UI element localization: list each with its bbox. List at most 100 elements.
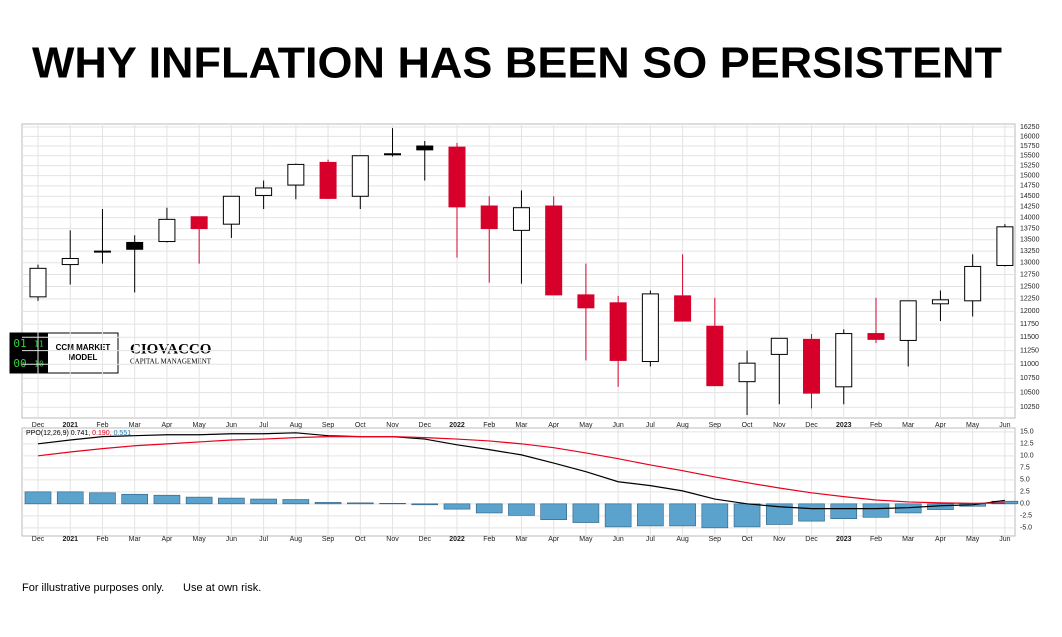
- candle-body: [61, 257, 79, 266]
- candle-body: [835, 333, 853, 388]
- x-tick-label: May: [966, 536, 980, 543]
- x-tick-label: Apr: [548, 422, 560, 429]
- x-tick-label: Apr: [935, 536, 947, 543]
- x-tick-label: Nov: [386, 536, 399, 543]
- x-tick-label: May: [966, 422, 980, 429]
- y-tick-label: 10250: [1020, 404, 1040, 411]
- candle-body: [803, 338, 821, 394]
- y-tick-label: 14750: [1020, 183, 1040, 190]
- x-tick-label: 2021: [62, 536, 78, 543]
- legend-value: 0.190,: [92, 430, 113, 437]
- y-tick-label: 11500: [1020, 334, 1039, 341]
- y-tick-label: 15250: [1020, 162, 1040, 169]
- candle-body: [190, 216, 208, 230]
- x-tick-label: May: [579, 536, 593, 543]
- x-tick-label: Dec: [805, 422, 818, 429]
- y-tick-label: 7.5: [1020, 465, 1030, 472]
- y-tick-label: 0.0: [1020, 501, 1030, 508]
- x-tick-label: Sep: [709, 536, 722, 543]
- candle-body: [255, 187, 273, 196]
- y-tick-label: 15000: [1020, 173, 1040, 180]
- x-tick-label: Dec: [32, 422, 45, 429]
- histogram-bar: [508, 503, 535, 516]
- histogram-bar: [346, 502, 374, 505]
- x-tick-label: May: [193, 536, 207, 543]
- legend-label: PPO(12,26,9): [26, 430, 71, 437]
- candle-body: [996, 226, 1014, 267]
- footer-note: For illustrative purposes only.: [22, 582, 164, 594]
- y-tick-label: 12.5: [1020, 441, 1034, 448]
- histogram-bar: [862, 503, 890, 518]
- x-tick-label: Oct: [742, 536, 753, 543]
- candle-body: [126, 241, 144, 250]
- candle-body: [770, 337, 788, 355]
- x-tick-label: Nov: [386, 422, 399, 429]
- y-tick-label: 12500: [1020, 283, 1040, 290]
- candle-body: [384, 153, 402, 156]
- legend-value: 0.551: [114, 430, 132, 437]
- y-tick-label: -2.5: [1020, 513, 1032, 520]
- x-tick-label: May: [579, 422, 593, 429]
- logo-text: CCM MARKET: [56, 343, 111, 352]
- brand-sub: CAPITAL MANAGEMENT: [130, 358, 212, 366]
- x-tick-label: Nov: [773, 422, 786, 429]
- histogram-bar: [765, 503, 793, 525]
- histogram-bar: [56, 491, 84, 505]
- candle-body: [674, 295, 692, 322]
- histogram-bar: [218, 497, 245, 505]
- histogram-bar: [572, 503, 600, 523]
- candle-body: [158, 218, 176, 243]
- y-tick-label: 5.0: [1020, 477, 1030, 484]
- histogram-bar: [153, 494, 181, 505]
- x-tick-label: Dec: [419, 536, 432, 543]
- histogram-bar: [121, 493, 148, 505]
- x-tick-label: Jul: [646, 536, 655, 543]
- y-tick-label: 2.5: [1020, 489, 1030, 496]
- y-tick-label: 13750: [1020, 225, 1040, 232]
- x-tick-label: 2022: [449, 536, 465, 543]
- x-tick-label: Jul: [259, 422, 268, 429]
- logo-dark: [10, 333, 48, 373]
- y-tick-label: 14500: [1020, 193, 1040, 200]
- candle-body: [351, 155, 369, 197]
- candle-body: [222, 195, 240, 225]
- candle-body: [416, 145, 434, 151]
- legend-value: 0.741,: [71, 430, 92, 437]
- x-tick-label: Feb: [870, 422, 882, 429]
- candle-body: [738, 362, 756, 383]
- x-tick-label: Jun: [999, 422, 1010, 429]
- y-tick-label: 15.0: [1020, 429, 1034, 436]
- candle-body: [545, 205, 563, 296]
- y-tick-label: 11250: [1020, 347, 1039, 354]
- x-tick-label: Feb: [483, 422, 495, 429]
- y-tick-label: 12250: [1020, 296, 1040, 303]
- y-tick-label: 13250: [1020, 248, 1040, 255]
- y-tick-label: 10750: [1020, 375, 1040, 382]
- x-tick-label: Feb: [96, 422, 108, 429]
- x-tick-label: Jun: [226, 536, 237, 543]
- x-tick-label: May: [193, 422, 207, 429]
- histogram-bar: [250, 498, 277, 505]
- y-tick-label: 10.0: [1020, 453, 1034, 460]
- x-tick-label: Aug: [290, 422, 303, 429]
- histogram-bar: [701, 503, 729, 529]
- x-tick-label: Apr: [161, 536, 173, 543]
- x-tick-label: Oct: [355, 536, 366, 543]
- x-tick-label: Sep: [709, 422, 722, 429]
- x-tick-label: Jun: [999, 536, 1010, 543]
- y-tick-label: 16250: [1020, 124, 1040, 131]
- histogram-bar: [24, 491, 52, 505]
- histogram-bar: [540, 503, 567, 520]
- x-tick-label: Apr: [935, 422, 947, 429]
- x-tick-label: Apr: [548, 536, 560, 543]
- x-tick-label: Jul: [646, 422, 655, 429]
- x-tick-label: 2023: [836, 536, 852, 543]
- candle-body: [319, 161, 337, 199]
- x-tick-label: 2021: [62, 422, 78, 429]
- candle-body: [93, 250, 111, 253]
- y-tick-label: 12750: [1020, 271, 1040, 278]
- histogram-bar: [282, 499, 310, 505]
- histogram-bar: [411, 503, 439, 506]
- y-tick-label: -5.0: [1020, 525, 1032, 532]
